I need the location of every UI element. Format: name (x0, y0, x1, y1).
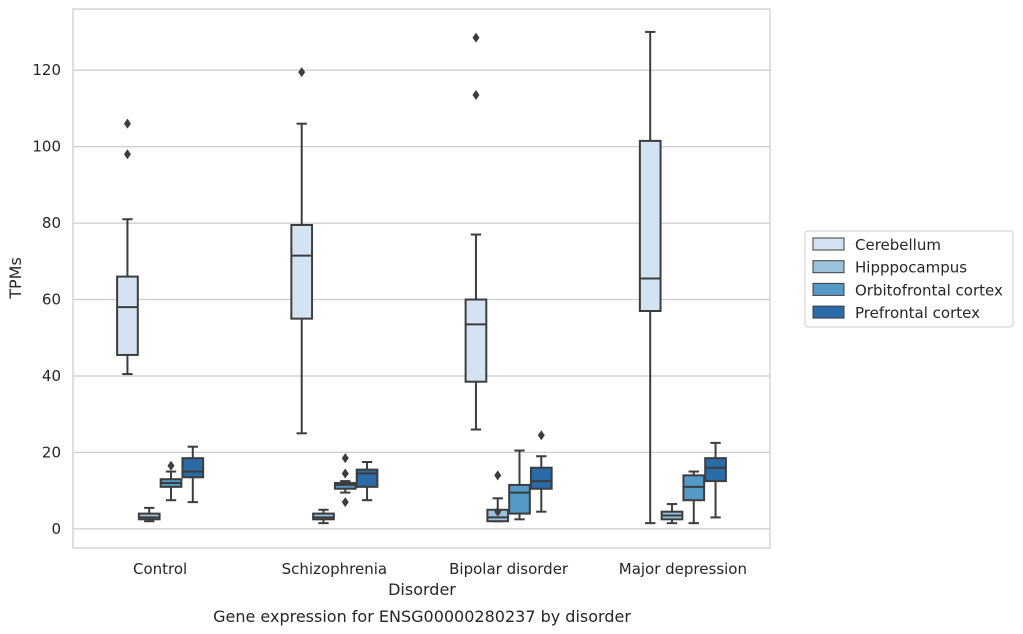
y-tick-label: 120 (32, 61, 61, 79)
box-iqr (116, 275, 139, 356)
y-axis-title: TPMs (6, 257, 25, 300)
y-tick-label: 100 (32, 138, 61, 156)
x-tick-labels: Control Schizophrenia Bipolar disorder Majo… (133, 560, 747, 578)
y-tick-label: 20 (42, 443, 61, 461)
plot-frame (72, 8, 771, 549)
legend-swatch (812, 237, 845, 251)
outlier-point (341, 453, 349, 464)
legend-swatch (812, 305, 845, 319)
y-tick-label: 80 (42, 214, 61, 232)
legend-swatch (812, 282, 845, 296)
legend-item: Orbitofrontal cortex (812, 281, 1003, 299)
box-iqr (290, 223, 314, 320)
box-3-0 (181, 445, 205, 504)
x-tick-label: Bipolar disorder (449, 560, 569, 578)
box-1-0 (137, 506, 161, 523)
legend-label: Orbitofrontal cortex (855, 281, 1003, 299)
box-2-0 (159, 460, 183, 502)
box-iqr (529, 466, 553, 490)
legend-label: Hipppocampus (855, 259, 967, 277)
box-3-1 (355, 460, 379, 502)
box-0-0 (116, 118, 139, 376)
legend-item: Hipppocampus (812, 259, 967, 277)
outlier-point (494, 470, 502, 481)
figure-caption: Gene expression for ENSG00000280237 by d… (213, 607, 631, 626)
box-iqr (181, 457, 205, 479)
box-1-1 (312, 508, 335, 525)
legend-item: Prefrontal cortex (812, 304, 980, 322)
x-tick-label: Major depression (619, 560, 747, 578)
legend-label: Prefrontal cortex (855, 304, 980, 322)
box-2-3 (682, 470, 706, 525)
x-tick-label: Control (133, 560, 187, 578)
box-0-2 (464, 32, 488, 431)
outlier-point (494, 506, 502, 517)
box-iqr (355, 468, 379, 488)
y-tick-labels: 0 20 40 60 80 100 120 (32, 61, 61, 538)
outlier-point (472, 32, 480, 43)
box-iqr (638, 139, 662, 312)
legend: Cerebellum Hipppocampus Orbitofrontal cort… (804, 230, 1014, 328)
box-3-2 (529, 430, 553, 513)
legend-item: Cerebellum (812, 236, 941, 254)
outlier-point (341, 497, 349, 508)
x-tick-label: Schizophrenia (282, 560, 387, 578)
box-iqr (464, 298, 488, 383)
box-iqr (508, 483, 531, 515)
outlier-point (537, 430, 545, 441)
legend-frame (804, 230, 1014, 328)
outlier-point (123, 118, 131, 129)
box-1-2 (486, 470, 510, 523)
outlier-point (298, 67, 306, 78)
box-2-2 (508, 449, 531, 521)
box-3-3 (704, 441, 727, 519)
outlier-point (341, 468, 349, 479)
box-1-3 (660, 503, 684, 525)
box-0-3 (638, 30, 662, 525)
box-2-1 (333, 453, 357, 508)
y-tick-label: 0 (51, 520, 61, 538)
box-iqr (704, 457, 727, 483)
outlier-point (123, 149, 131, 160)
y-tick-label: 40 (42, 367, 61, 385)
outlier-point (167, 460, 175, 471)
y-tick-label: 60 (42, 291, 61, 309)
outlier-point (472, 90, 480, 101)
grid-lines (73, 69, 770, 530)
x-axis-title: Disorder (388, 580, 456, 599)
box-0-1 (290, 67, 314, 435)
box-groups (116, 30, 727, 525)
legend-label: Cerebellum (855, 236, 941, 254)
legend-swatch (812, 260, 845, 274)
legend-items: Cerebellum Hipppocampus Orbitofrontal cort… (812, 236, 1003, 322)
